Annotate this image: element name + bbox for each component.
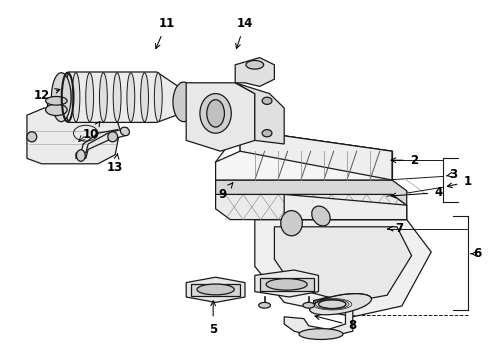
Text: 2: 2: [391, 154, 418, 167]
Ellipse shape: [141, 73, 148, 122]
Ellipse shape: [51, 73, 71, 122]
Polygon shape: [284, 194, 407, 220]
Ellipse shape: [299, 329, 343, 339]
Text: 3: 3: [446, 168, 457, 181]
Ellipse shape: [310, 294, 371, 315]
Polygon shape: [235, 58, 274, 86]
Text: 5: 5: [209, 301, 217, 336]
Ellipse shape: [200, 94, 231, 133]
Ellipse shape: [113, 73, 121, 122]
Ellipse shape: [266, 279, 307, 290]
Ellipse shape: [154, 73, 162, 122]
Text: 14: 14: [236, 17, 253, 49]
Ellipse shape: [318, 300, 346, 309]
Ellipse shape: [127, 73, 135, 122]
Ellipse shape: [246, 60, 264, 69]
Ellipse shape: [27, 132, 37, 142]
Text: 12: 12: [33, 89, 60, 102]
Text: 13: 13: [107, 154, 123, 174]
Ellipse shape: [281, 211, 302, 236]
Polygon shape: [216, 130, 392, 180]
Ellipse shape: [108, 132, 118, 142]
Text: 11: 11: [155, 17, 175, 49]
Ellipse shape: [76, 150, 85, 161]
Ellipse shape: [312, 206, 330, 226]
Polygon shape: [240, 130, 392, 180]
Text: 10: 10: [82, 122, 100, 141]
Ellipse shape: [262, 97, 272, 104]
Polygon shape: [216, 194, 407, 220]
Text: 9: 9: [219, 183, 233, 201]
Text: 8: 8: [315, 315, 357, 332]
Text: 4: 4: [391, 186, 442, 199]
Text: 6: 6: [471, 247, 482, 260]
Polygon shape: [27, 108, 120, 164]
Polygon shape: [274, 227, 412, 302]
Polygon shape: [64, 72, 186, 122]
Polygon shape: [216, 180, 407, 205]
Text: 7: 7: [388, 222, 403, 235]
Polygon shape: [186, 83, 255, 151]
Ellipse shape: [207, 100, 224, 127]
Ellipse shape: [303, 302, 315, 308]
Ellipse shape: [262, 130, 272, 137]
Ellipse shape: [72, 73, 80, 122]
Polygon shape: [186, 277, 245, 302]
Ellipse shape: [46, 96, 67, 105]
Ellipse shape: [46, 104, 67, 116]
Bar: [47, 101, 66, 110]
Text: 1: 1: [447, 175, 472, 188]
Ellipse shape: [197, 284, 234, 295]
Bar: [191, 284, 240, 296]
Bar: [260, 278, 314, 291]
Polygon shape: [255, 220, 431, 317]
Ellipse shape: [173, 82, 195, 122]
Ellipse shape: [99, 73, 107, 122]
Polygon shape: [255, 270, 318, 297]
Polygon shape: [235, 83, 284, 144]
Ellipse shape: [86, 73, 94, 122]
Polygon shape: [284, 297, 353, 338]
Polygon shape: [76, 128, 127, 158]
Ellipse shape: [259, 302, 270, 308]
Ellipse shape: [121, 127, 129, 136]
